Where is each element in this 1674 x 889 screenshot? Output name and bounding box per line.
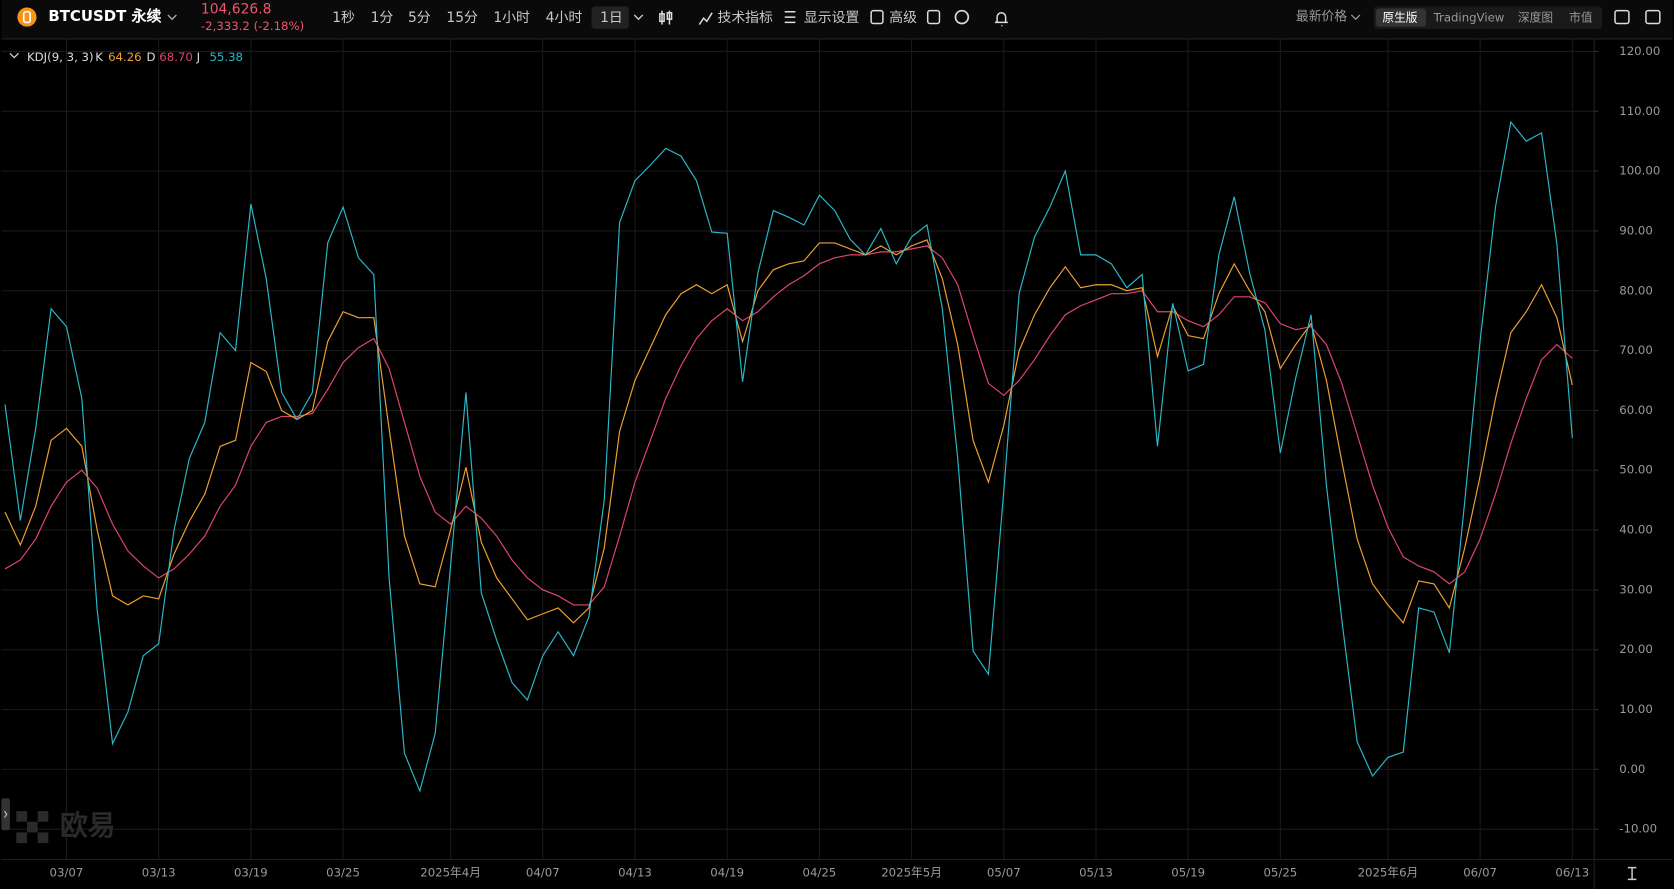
price-type[interactable]: 最新价格 <box>1296 9 1347 25</box>
y-tick-label: 60.00 <box>1619 403 1653 417</box>
y-tick-label: -10.00 <box>1619 822 1657 836</box>
view-tab[interactable]: 市值 <box>1569 11 1593 25</box>
interval[interactable]: 1秒 <box>332 10 355 26</box>
series-line <box>4 239 1573 624</box>
y-tick-label: 70.00 <box>1619 343 1653 357</box>
legend-value: 64.26 <box>108 50 142 64</box>
interval-dropdown[interactable] <box>633 14 644 21</box>
axis-scale-icon[interactable] <box>1627 866 1637 881</box>
indicator-icon[interactable] <box>698 12 713 25</box>
alert-icon[interactable] <box>994 12 1008 27</box>
watermark: 欧易 <box>60 809 115 842</box>
indicator-name: KDJ(9, 3, 3) <box>27 50 94 64</box>
fullscreen-icon[interactable] <box>1645 9 1661 25</box>
tool[interactable]: 显示设置 <box>804 10 860 26</box>
x-tick-label: 05/25 <box>1263 865 1297 879</box>
interval[interactable]: 1日 <box>600 10 623 26</box>
y-tick-label: 0.00 <box>1619 762 1645 776</box>
legend-collapse[interactable] <box>9 52 19 59</box>
advanced-icon[interactable] <box>870 9 884 25</box>
coin-icon-glyph <box>22 10 31 24</box>
chart-type-icon[interactable] <box>659 10 673 25</box>
series-line <box>4 245 1573 606</box>
legend-value: 68.70 <box>159 50 193 64</box>
undo-icon[interactable] <box>926 9 941 25</box>
last-price: 104,626.8 <box>201 2 272 18</box>
coin-icon[interactable] <box>17 7 37 27</box>
view-switch <box>1373 6 1603 29</box>
x-tick-label: 04/13 <box>618 865 652 879</box>
x-tick-label: 06/13 <box>1555 865 1589 879</box>
y-tick-label: 80.00 <box>1619 283 1653 297</box>
x-tick-label: 03/07 <box>50 865 84 879</box>
y-tick-label: 10.00 <box>1619 702 1653 716</box>
x-tick-label: 03/25 <box>326 865 360 879</box>
layout-icon[interactable] <box>1614 9 1630 25</box>
x-tick-label: 03/19 <box>234 865 268 879</box>
y-tick-label: 120.00 <box>1619 44 1660 58</box>
x-tick-label: 04/07 <box>526 865 560 879</box>
interval[interactable]: 1分 <box>371 10 394 26</box>
interval[interactable]: 1小时 <box>493 10 530 26</box>
symbol-dropdown[interactable] <box>167 14 177 21</box>
legend-name: D <box>147 50 156 64</box>
y-tick-label: 100.00 <box>1619 164 1660 178</box>
selected-interval-bg <box>591 6 629 29</box>
x-tick-label: 2025年4月 <box>420 865 481 879</box>
symbol[interactable]: BTCUSDT 永续 <box>48 7 161 25</box>
side-tab[interactable] <box>1 798 10 831</box>
series-line <box>4 120 1573 793</box>
y-tick-label: 110.00 <box>1619 104 1660 118</box>
x-tick-label: 06/07 <box>1463 865 1497 879</box>
gear-icon[interactable] <box>954 9 970 25</box>
tool[interactable]: 高级 <box>889 9 917 26</box>
x-tick-label: 2025年5月 <box>881 865 942 879</box>
x-tick-label: 2025年6月 <box>1358 865 1419 879</box>
legend-name: J <box>196 50 200 64</box>
side-tab-arrow <box>4 810 8 818</box>
legend-name: K <box>95 50 103 64</box>
price-change: -2,333.2 (-2.18%) <box>201 19 304 33</box>
tool[interactable]: 技术指标 <box>717 10 773 26</box>
x-tick-label: 03/13 <box>142 865 176 879</box>
y-tick-label: 90.00 <box>1619 223 1653 237</box>
price-type-dropdown[interactable] <box>1350 14 1361 21</box>
view-tab[interactable]: 深度图 <box>1518 11 1553 25</box>
x-tick-label: 05/13 <box>1079 865 1113 879</box>
interval[interactable]: 15分 <box>446 10 478 26</box>
x-tick-label: 04/25 <box>802 865 836 879</box>
settings-icon[interactable] <box>784 10 796 24</box>
x-tick-label: 05/07 <box>987 865 1021 879</box>
watermark-logo <box>16 811 49 844</box>
y-tick-label: 20.00 <box>1619 642 1653 656</box>
view-tab[interactable]: 原生版 <box>1382 11 1417 25</box>
legend-value: 55.38 <box>209 50 243 64</box>
interval[interactable]: 5分 <box>408 10 431 26</box>
y-tick-label: 30.00 <box>1619 582 1653 596</box>
selected-view-bg <box>1375 8 1427 27</box>
interval[interactable]: 4小时 <box>546 10 583 26</box>
x-tick-label: 05/19 <box>1171 865 1205 879</box>
y-tick-label: 40.00 <box>1619 523 1653 537</box>
x-tick-label: 04/19 <box>710 865 744 879</box>
view-tab[interactable]: TradingView <box>1433 11 1505 25</box>
y-tick-label: 50.00 <box>1619 463 1653 477</box>
